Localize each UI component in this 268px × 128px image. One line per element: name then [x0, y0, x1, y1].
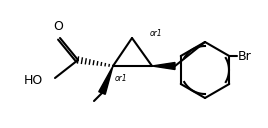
- Polygon shape: [152, 62, 175, 70]
- Text: or1: or1: [150, 29, 163, 38]
- Text: O: O: [53, 20, 63, 33]
- Polygon shape: [99, 66, 113, 94]
- Text: Br: Br: [238, 50, 252, 62]
- Text: HO: HO: [24, 74, 43, 88]
- Text: or1: or1: [115, 74, 128, 83]
